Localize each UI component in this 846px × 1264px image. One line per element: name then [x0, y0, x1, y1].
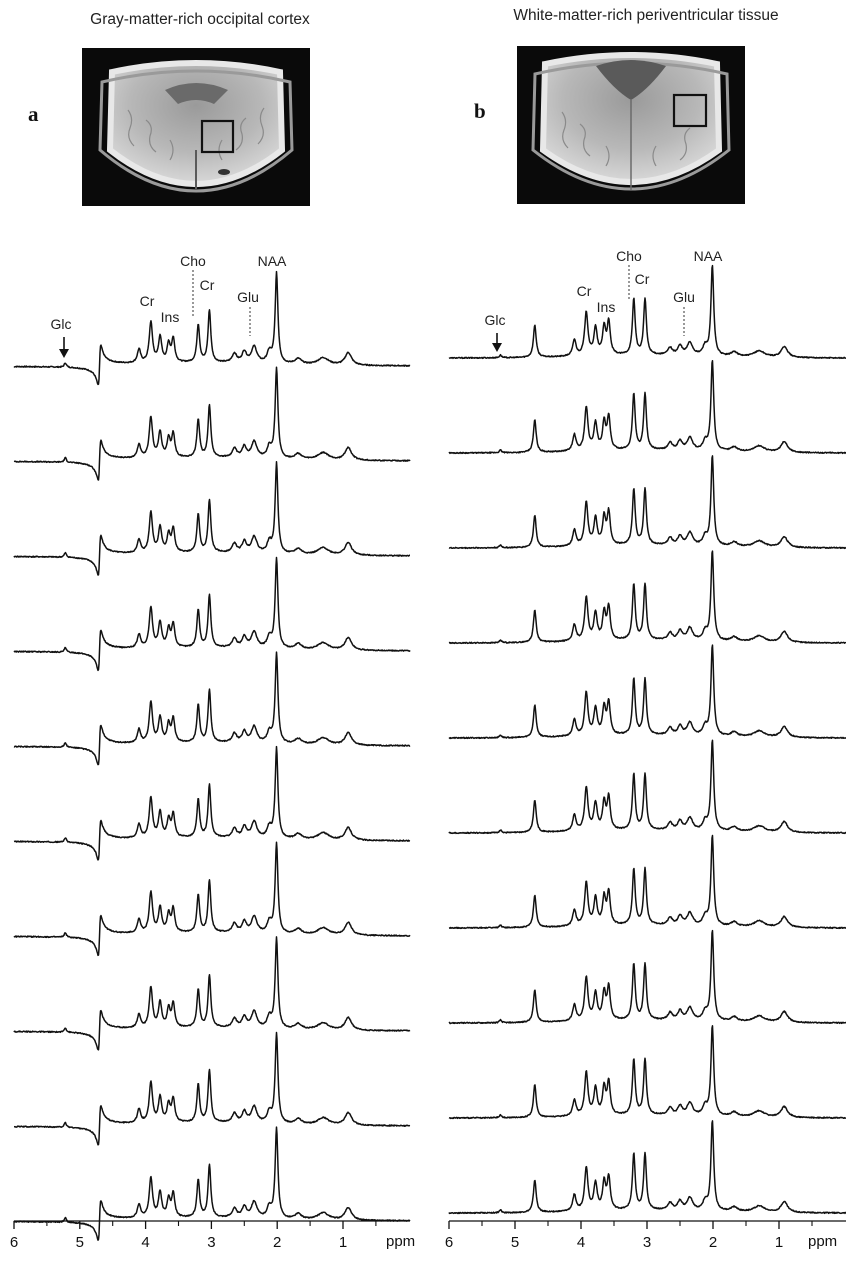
glc-arrowhead-b — [492, 343, 502, 352]
spectrum-a-4 — [13, 556, 411, 672]
label-ins-a: Ins — [161, 309, 180, 325]
tick-label-5: 5 — [76, 1234, 84, 1251]
label-cr-ch2-b: Cr — [577, 283, 592, 299]
panel-a-spectra — [13, 270, 411, 1241]
panel-b-xlabel: ppm — [808, 1233, 837, 1250]
spectrum-b-7 — [448, 834, 846, 930]
spectrum-a-8 — [13, 936, 411, 1051]
spectrum-b-8 — [448, 929, 846, 1025]
spectrum-a-1 — [13, 270, 411, 386]
tick-label-4: 4 — [141, 1234, 149, 1251]
panel-a-letter: a — [28, 102, 39, 126]
spectrum-b-3 — [448, 455, 846, 550]
panel-b-letter: b — [474, 99, 486, 123]
tick-label-6: 6 — [445, 1234, 453, 1251]
spectrum-a-9 — [13, 1031, 411, 1146]
label-ins-b: Ins — [597, 299, 616, 315]
tick-label-6: 6 — [10, 1234, 18, 1251]
label-naa-a: NAA — [258, 253, 287, 269]
spectrum-b-4 — [448, 550, 846, 645]
panel-b-spectra — [448, 264, 846, 1215]
spectrum-a-6 — [13, 745, 411, 861]
panel-a-x-axis: 6 5 4 3 2 1 ppm — [10, 1220, 415, 1251]
label-cr-ch3-a: Cr — [200, 277, 215, 293]
panel-b-voi-box — [672, 93, 708, 128]
tick-label-2: 2 — [273, 1234, 281, 1251]
label-glc-b: Glc — [485, 312, 506, 328]
spectrum-b-9 — [448, 1025, 846, 1120]
spectrum-a-5 — [13, 651, 411, 766]
panel-a-title: Gray-matter-rich occipital cortex — [90, 11, 310, 28]
spectrum-b-5 — [448, 644, 846, 740]
label-cr-ch2-a: Cr — [140, 293, 155, 309]
spectrum-a-3 — [13, 461, 411, 576]
panel-a-voi-box — [200, 119, 235, 154]
panel-a-peak-labels: Glc Cr Ins Cho Cr Glu NAA — [51, 253, 287, 358]
spectrum-b-1 — [448, 264, 846, 360]
panel-a-mri-image — [82, 48, 310, 206]
label-cho-a: Cho — [180, 253, 206, 269]
spectrum-b-2 — [448, 359, 846, 455]
tick-label-1: 1 — [775, 1234, 783, 1251]
panel-b-mri-image — [517, 46, 745, 204]
spectrum-a-2 — [13, 366, 411, 481]
glc-arrowhead-a — [59, 349, 69, 358]
label-cr-ch3-b: Cr — [635, 271, 650, 287]
label-glc-a: Glc — [51, 316, 72, 332]
spectrum-a-7 — [13, 841, 411, 957]
tick-label-3: 3 — [207, 1234, 215, 1251]
label-glu-a: Glu — [237, 289, 259, 305]
tick-label-3: 3 — [643, 1234, 651, 1251]
tick-label-5: 5 — [511, 1234, 519, 1251]
tick-label-1: 1 — [339, 1234, 347, 1251]
tick-label-2: 2 — [709, 1234, 717, 1251]
label-cho-b: Cho — [616, 248, 642, 264]
panel-a-xlabel: ppm — [386, 1233, 415, 1250]
panel-b-title: White-matter-rich periventricular tissue — [513, 7, 778, 24]
panel-b-x-axis: 6 5 4 3 2 1 ppm — [445, 1220, 846, 1251]
spectrum-b-10 — [448, 1120, 846, 1215]
panel-b-peak-labels: Glc Cr Ins Cho Cr Glu NAA — [485, 248, 723, 352]
label-glu-b: Glu — [673, 289, 695, 305]
spectrum-b-6 — [448, 739, 846, 835]
tick-label-4: 4 — [577, 1234, 585, 1251]
label-naa-b: NAA — [694, 248, 723, 264]
